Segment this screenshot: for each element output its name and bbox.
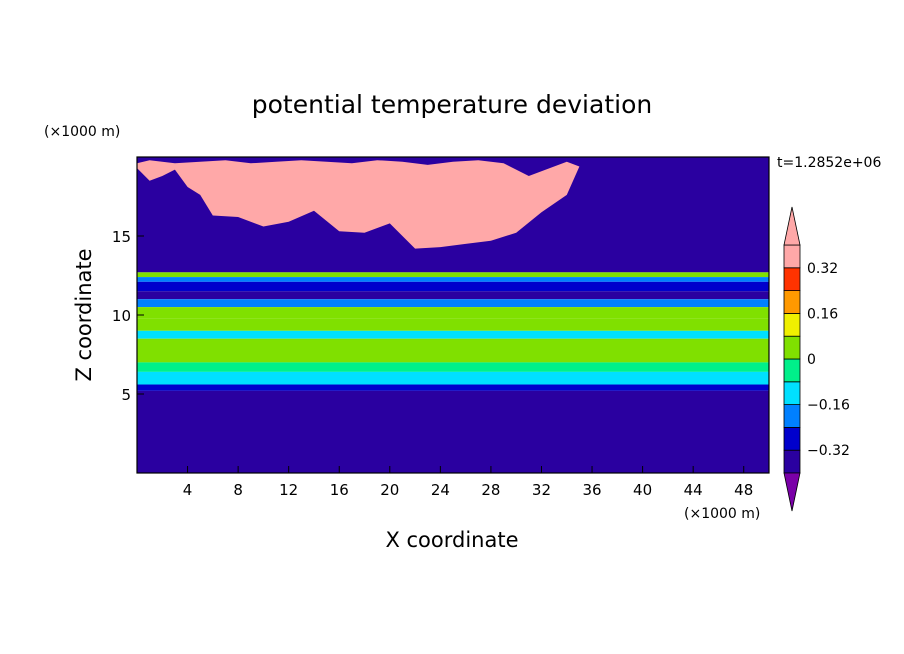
contour-regions <box>137 160 580 249</box>
x-tick-label: 36 <box>582 481 601 499</box>
colorbar-segment <box>783 426 801 451</box>
colorbar-segment <box>783 381 801 405</box>
colorbar-segment <box>783 290 801 314</box>
x-axis-ticks: 4 8 12 16 20 24 28 32 36 40 44 48 <box>183 466 753 499</box>
x-tick-label: 4 <box>183 481 193 499</box>
y-axis-ticks: 5 10 15 <box>112 228 144 404</box>
colorbar-tick-label: 0 <box>807 352 816 368</box>
contour-band-14 <box>137 394 769 473</box>
colorbar-segment <box>783 244 801 269</box>
x-tick-label: 20 <box>380 481 399 499</box>
contour-band-7 <box>137 318 769 331</box>
x-tick-label: 32 <box>532 481 551 499</box>
x-tick-label: 40 <box>633 481 652 499</box>
contour-band-13 <box>137 390 769 394</box>
x-tick-label: 28 <box>481 481 500 499</box>
colorbar: 0.32 0.16 0 −0.16 −0.32 <box>783 206 850 512</box>
colorbar-tick-label: 0.32 <box>807 261 838 277</box>
y-axis-label: Z coordinate <box>72 248 96 381</box>
x-tick-label: 24 <box>431 481 450 499</box>
contour-band-11 <box>137 371 769 385</box>
colorbar-tick-label: 0.16 <box>807 306 838 322</box>
y-tick-label: 15 <box>112 228 131 246</box>
colorbar-segment <box>783 312 801 337</box>
contour-band-9 <box>137 338 769 363</box>
contour-band-5 <box>137 299 769 308</box>
colorbar-extend-top <box>783 206 801 246</box>
colorbar-segment <box>783 335 801 360</box>
x-tick-label: 16 <box>330 481 349 499</box>
contour-band-3 <box>137 281 769 292</box>
chart-title: potential temperature deviation <box>252 90 652 119</box>
colorbar-segment <box>783 449 801 474</box>
contour-band-12 <box>137 384 769 391</box>
contour-band-10 <box>137 362 769 372</box>
x-axis-label: X coordinate <box>385 528 518 552</box>
colorbar-tick-label: −0.16 <box>807 398 850 414</box>
x-tick-label: 48 <box>734 481 753 499</box>
y-unit-label: (×1000 m) <box>44 124 120 140</box>
x-tick-label: 8 <box>233 481 243 499</box>
contour-band-1 <box>137 272 769 278</box>
colorbar-segment <box>783 358 801 383</box>
x-tick-label: 44 <box>684 481 703 499</box>
contour-band-2 <box>137 277 769 282</box>
y-tick-label: 5 <box>121 386 131 404</box>
x-unit-label: (×1000 m) <box>684 506 760 522</box>
contour-band-4 <box>137 291 769 300</box>
colorbar-segment <box>783 267 801 291</box>
plot-area <box>137 157 769 473</box>
y-tick-label: 10 <box>112 307 131 325</box>
x-tick-label: 12 <box>279 481 298 499</box>
time-label: t=1.2852e+06 <box>777 155 881 171</box>
contour-band-6 <box>137 307 769 319</box>
colorbar-extend-bottom <box>783 472 801 512</box>
warm-region-upper <box>137 160 580 249</box>
contour-band-8 <box>137 330 769 339</box>
colorbar-segment <box>783 404 801 428</box>
colorbar-tick-label: −0.32 <box>807 443 850 459</box>
